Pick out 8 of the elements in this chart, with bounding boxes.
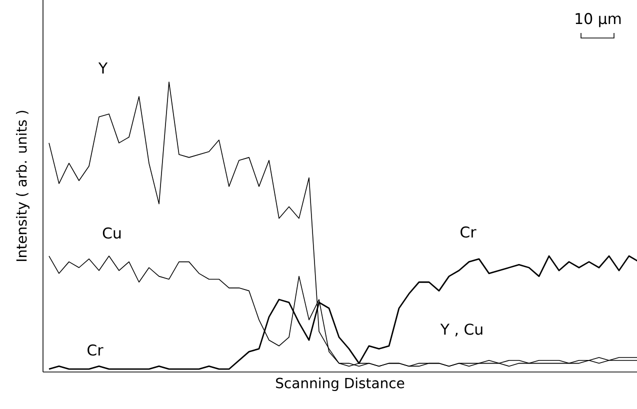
y-axis-title: Intensity ( arb. units ) — [16, 110, 30, 261]
text: Y — [98, 62, 108, 74]
series-label: Cr — [88, 344, 104, 356]
x-axis-title: Scanning Distance — [276, 378, 404, 392]
text: 10 μm — [576, 12, 621, 28]
series-label: Cu — [102, 227, 121, 239]
annotation: Cr — [460, 226, 476, 238]
annotation: Y , Cu — [440, 324, 482, 336]
